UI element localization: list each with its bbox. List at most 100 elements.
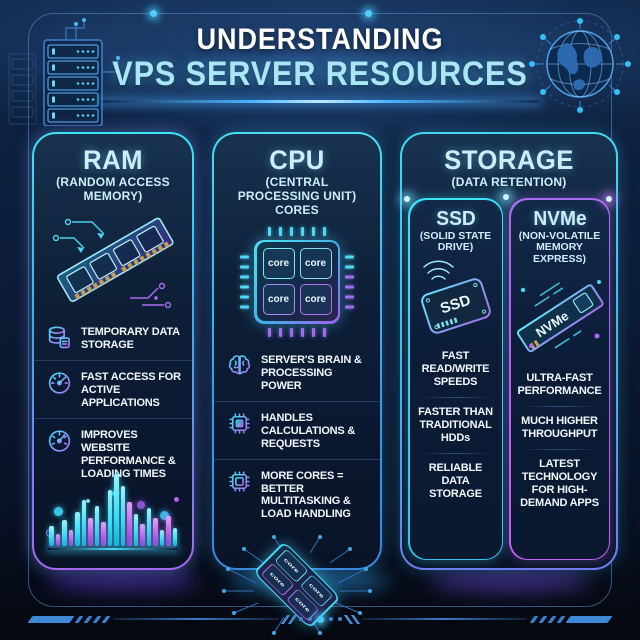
ram-stick-illustration bbox=[52, 217, 174, 309]
brain-icon bbox=[226, 352, 253, 379]
ssd-subcard: SSD (SOLID STATE DRIVE) bbox=[408, 198, 503, 560]
cpu-title: CPU bbox=[269, 145, 325, 175]
cpu-core-cell: core bbox=[299, 284, 332, 316]
footer-line bbox=[361, 618, 527, 620]
footer-stripe bbox=[27, 615, 75, 623]
cpu-bullet-more-cores: MORE CORES = BETTER MULTITASKING & LOAD … bbox=[214, 458, 380, 530]
gauge-icon bbox=[46, 369, 73, 396]
glow-dot bbox=[54, 506, 63, 516]
equalizer-bar bbox=[114, 474, 119, 546]
bullet-text: FAST ACCESS FOR ACTIVE APPLICATIONS bbox=[81, 370, 181, 409]
ram-equalizer bbox=[42, 472, 184, 546]
bullet-text: SERVER'S BRAIN & PROCESSING POWER bbox=[261, 353, 362, 392]
equalizer-bar bbox=[55, 534, 60, 546]
footer-decoration bbox=[27, 611, 613, 627]
ram-card: RAM (RANDOM ACCESS MEMORY) bbox=[32, 132, 194, 570]
ram-bullet-performance: IMPROVES WEBSITE PERFORMANCE & LOADING T… bbox=[34, 417, 192, 489]
ram-bullet-list: TEMPORARY DATA STORAGE FAST ACCESS FOR A… bbox=[34, 316, 192, 489]
glow-dot bbox=[174, 496, 179, 502]
chip-calc-icon bbox=[226, 410, 253, 437]
glow-pool bbox=[430, 570, 590, 592]
equalizer-bar bbox=[172, 528, 177, 546]
glow-dot bbox=[160, 510, 169, 520]
nvme-feature: ULTRA-FAST PERFORMANCE bbox=[517, 371, 602, 397]
storage-title: STORAGE bbox=[444, 145, 574, 175]
divider bbox=[522, 405, 597, 407]
bullet-text: MORE CORES = BETTER MULTITASKING & LOAD … bbox=[261, 469, 351, 521]
equalizer-bar bbox=[81, 500, 86, 546]
footer-glow-dot bbox=[316, 615, 324, 623]
resource-columns: RAM (RANDOM ACCESS MEMORY) bbox=[32, 132, 618, 636]
ssd-feature: FAST READ/WRITE SPEEDS bbox=[421, 350, 490, 389]
chip-pins-top bbox=[268, 226, 326, 236]
nvme-feature: LATEST TECHNOLOGY FOR HIGH-DEMAND APPS bbox=[520, 457, 599, 509]
frame-glow-dot bbox=[150, 10, 157, 17]
equalizer-bar bbox=[88, 518, 93, 546]
chip-pins-right bbox=[345, 255, 354, 309]
cpu-core-cell: core bbox=[262, 284, 295, 316]
cpu-core-cell: core bbox=[262, 248, 295, 280]
nvme-feature-list: ULTRA-FAST PERFORMANCE MUCH HIGHER THROU… bbox=[511, 364, 609, 559]
equalizer-bar bbox=[146, 508, 151, 546]
cpu-bullet-calculations: HANDLES CALCULATIONS & REQUESTS bbox=[214, 400, 380, 459]
footer-stripe bbox=[565, 615, 613, 623]
equalizer-bar bbox=[94, 506, 99, 546]
equalizer-bar bbox=[159, 530, 164, 546]
ram-bullet-temporary-storage: TEMPORARY DATA STORAGE bbox=[34, 316, 192, 360]
ram-subtitle: (RANDOM ACCESS MEMORY) bbox=[56, 175, 170, 204]
storage-subcards: SSD (SOLID STATE DRIVE) bbox=[404, 194, 612, 560]
footer-line bbox=[113, 618, 279, 620]
ssd-subtitle: (SOLID STATE DRIVE) bbox=[419, 229, 492, 254]
storage-card: STORAGE (DATA RETENTION) SSD (SOLID STAT… bbox=[400, 132, 618, 570]
ssd-feature-list: FAST READ/WRITE SPEEDS FASTER THAN TRADI… bbox=[410, 342, 502, 558]
equalizer-baseline bbox=[48, 548, 178, 550]
page-title-line1: UNDERSTANDING bbox=[196, 23, 444, 56]
chip-cores-icon bbox=[226, 468, 253, 495]
cpu-card: CPU (CENTRAL PROCESSING UNIT) CORES bbox=[212, 132, 382, 636]
equalizer-bar bbox=[107, 490, 112, 546]
equalizer-bar bbox=[127, 502, 132, 546]
title-underline bbox=[100, 99, 540, 103]
nvme-feature: MUCH HIGHER THROUGHPUT bbox=[521, 414, 598, 440]
equalizer-bar bbox=[49, 526, 54, 546]
glow-pool bbox=[48, 570, 198, 592]
nvme-subtitle: (NON-VOLATILE MEMORY EXPRESS) bbox=[518, 229, 601, 266]
equalizer-bar bbox=[133, 514, 138, 546]
bullet-text: TEMPORARY DATA STORAGE bbox=[81, 325, 180, 351]
frame-glow-dot bbox=[365, 10, 372, 17]
ssd-feature: FASTER THAN TRADITIONAL HDDs bbox=[418, 406, 493, 444]
chip-pins-bottom bbox=[268, 327, 326, 337]
nvme-title: NVMe bbox=[532, 207, 587, 230]
equalizer-bar bbox=[101, 522, 106, 546]
bullet-text: IMPROVES WEBSITE PERFORMANCE & LOADING T… bbox=[81, 428, 176, 480]
nvme-drive-illustration: NVMe bbox=[516, 279, 604, 352]
sparkle-dot bbox=[606, 196, 612, 203]
ram-equalizer-illustration bbox=[42, 474, 184, 562]
cpu-bullet-brain: SERVER'S BRAIN & PROCESSING POWER bbox=[214, 344, 380, 401]
cpu-chip-illustration: core core core core bbox=[238, 226, 356, 338]
equalizer-bar bbox=[75, 512, 80, 546]
glow-dot bbox=[137, 500, 145, 509]
cpu-bullet-list: SERVER'S BRAIN & PROCESSING POWER HANDLE… bbox=[214, 344, 380, 530]
divider bbox=[421, 452, 490, 454]
bullet-text: HANDLES CALCULATIONS & REQUESTS bbox=[261, 411, 356, 450]
equalizer-bar bbox=[153, 518, 158, 546]
divider bbox=[522, 448, 597, 450]
speedometer-icon bbox=[46, 427, 73, 454]
storage-subtitle: (DATA RETENTION) bbox=[451, 175, 567, 190]
ssd-feature: RELIABLE DATA STORAGE bbox=[428, 461, 483, 500]
equalizer-bar bbox=[140, 524, 145, 546]
equalizer-bar bbox=[62, 520, 67, 546]
equalizer-bar bbox=[68, 530, 73, 546]
equalizer-bar bbox=[166, 516, 171, 546]
database-icon bbox=[46, 324, 73, 351]
cpu-subtitle: (CENTRAL PROCESSING UNIT) CORES bbox=[237, 175, 357, 217]
ram-bullet-fast-access: FAST ACCESS FOR ACTIVE APPLICATIONS bbox=[34, 359, 192, 418]
sparkle-dot bbox=[404, 196, 410, 203]
globe-network-illustration bbox=[529, 18, 631, 113]
server-rack-illustration bbox=[8, 18, 120, 126]
equalizer-bar bbox=[120, 486, 125, 546]
chip-pins-left bbox=[240, 255, 249, 309]
cpu-isometric-illustration: core core core core bbox=[218, 529, 376, 640]
